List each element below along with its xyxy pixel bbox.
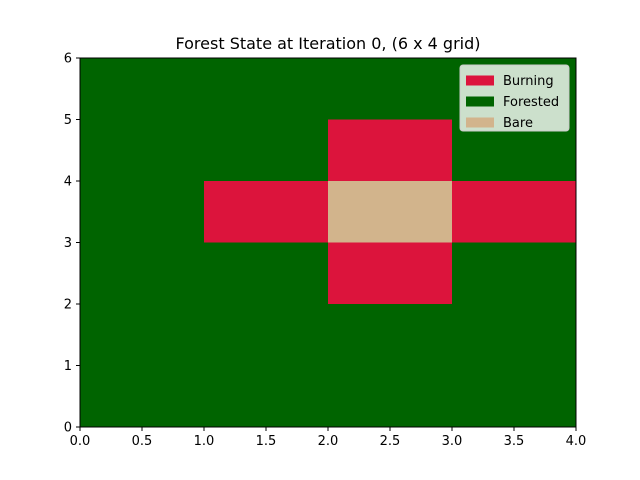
x-tick-label: 3.0	[442, 434, 463, 449]
cell-forested	[328, 365, 453, 428]
cell-forested	[80, 119, 205, 182]
cell-forested	[204, 304, 329, 366]
legend-label-bare: Bare	[503, 116, 533, 131]
cell-forested	[204, 58, 329, 120]
y-tick-label: 1	[64, 359, 72, 374]
cell-forested	[204, 242, 329, 305]
cell-burning	[204, 181, 329, 243]
cell-burning	[328, 242, 453, 305]
y-tick-label: 4	[64, 175, 72, 190]
y-tick-label: 6	[64, 52, 72, 67]
cell-forested	[80, 181, 205, 243]
legend: Burning Forested Bare	[459, 64, 570, 132]
cell-forested	[204, 365, 329, 428]
cell-forested	[80, 304, 205, 366]
x-axis: 0.0 0.5 1.0 1.5 2.0 2.5 3.0 3.5 4.0	[70, 427, 587, 449]
legend-swatch-burning	[466, 75, 494, 86]
cell-forested	[452, 365, 577, 428]
cell-forested	[328, 58, 453, 120]
cell-forested	[452, 304, 577, 366]
x-tick-label: 0.5	[132, 434, 153, 449]
legend-label-burning: Burning	[503, 74, 554, 89]
legend-swatch-bare	[466, 117, 494, 128]
cell-forested	[452, 242, 577, 305]
cell-forested	[80, 58, 205, 120]
cell-forested	[204, 119, 329, 182]
x-tick-label: 0.0	[70, 434, 91, 449]
cell-bare	[328, 181, 453, 243]
cell-forested	[80, 242, 205, 305]
y-tick-label: 0	[64, 421, 72, 436]
y-tick-label: 5	[64, 113, 72, 128]
x-tick-label: 1.0	[194, 434, 215, 449]
chart-title: Forest State at Iteration 0, (6 x 4 grid…	[176, 34, 481, 53]
cell-forested	[328, 304, 453, 366]
cell-burning	[328, 119, 453, 182]
x-tick-label: 2.0	[318, 434, 339, 449]
y-axis: 0 1 2 3 4 5 6	[64, 52, 80, 436]
x-tick-label: 1.5	[256, 434, 277, 449]
x-tick-label: 3.5	[504, 434, 525, 449]
legend-swatch-forested	[466, 96, 494, 107]
x-tick-label: 2.5	[380, 434, 401, 449]
y-tick-label: 2	[64, 298, 72, 313]
cell-burning	[452, 181, 577, 243]
x-tick-label: 4.0	[566, 434, 587, 449]
legend-label-forested: Forested	[503, 95, 559, 110]
y-tick-label: 3	[64, 236, 72, 251]
cell-forested	[80, 365, 205, 428]
